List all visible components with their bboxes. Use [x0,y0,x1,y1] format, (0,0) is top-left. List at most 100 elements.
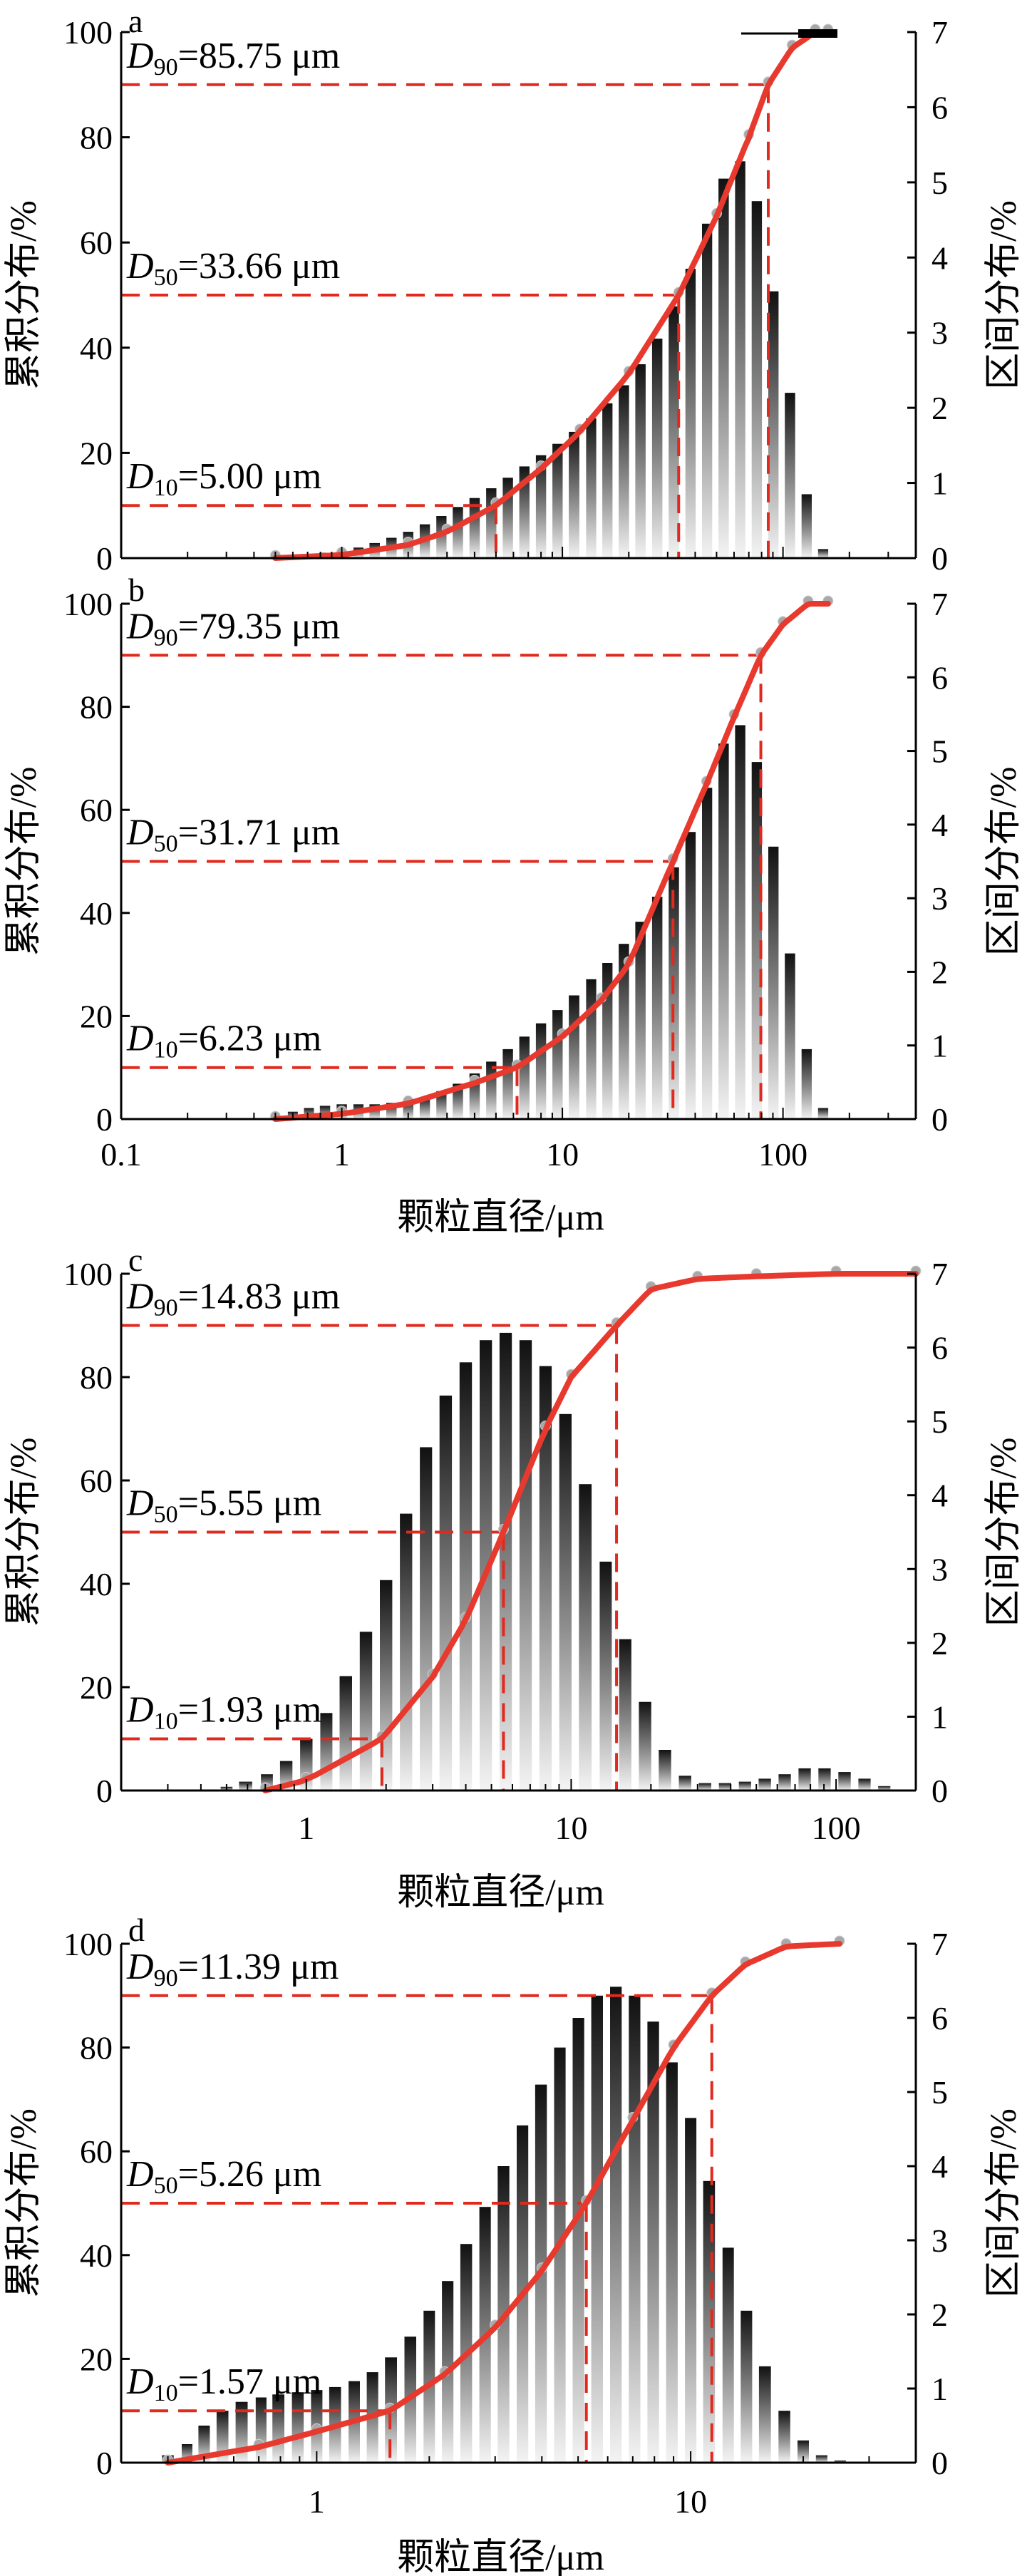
interval-bar [798,1768,811,1791]
interval-bar [639,1701,651,1791]
d-subscript: 90 [154,54,178,81]
d-value-label: =5.26 μm [178,2154,322,2195]
panel-letter: b [128,572,145,608]
interval-bar [499,1332,512,1791]
interval-bar [768,846,779,1119]
interval-bar [591,1995,603,2463]
panel-letter: c [128,1242,143,1278]
right-tick-label: 0 [931,2445,948,2481]
interval-bar [559,1413,572,1791]
left-tick-label: 60 [80,2133,113,2170]
right-tick-label: 3 [931,1551,948,1587]
left-tick-label: 40 [80,895,113,932]
right-tick-label: 3 [931,880,948,917]
d-symbol: D [126,2154,154,2195]
d50-annotation: D50=5.26 μm [126,2154,321,2199]
right-tick-label: 5 [931,1403,948,1440]
interval-bar [778,1774,791,1791]
d-symbol: D [126,1947,154,1987]
interval-bar [552,1010,563,1119]
right-tick-label: 0 [931,1773,948,1809]
right-tick-label: 2 [931,1625,948,1661]
d-value-label: =5.55 μm [178,1483,322,1524]
d-subscript: 50 [154,1502,178,1528]
d-subscript: 10 [154,475,178,501]
interval-bar [718,178,729,559]
left-tick-label: 40 [80,330,113,366]
d-subscript: 90 [154,624,178,651]
panel-letter: d [128,1912,145,1948]
x-axis-title: 颗粒直径/μm [397,2538,604,2576]
interval-bar [838,1772,851,1791]
interval-bar [519,466,530,558]
x-tick-label: 10 [546,1136,579,1173]
interval-bar [469,498,480,558]
d-symbol: D [126,813,154,853]
left-tick-label: 20 [80,435,113,471]
x-tick-label: 0.1 [100,1136,142,1173]
interval-bar [439,1395,453,1791]
right-tick-label: 7 [931,14,948,51]
d90-annotation: D90=85.75 μm [126,36,340,81]
x-tick-label: 10 [674,2483,707,2520]
y-axis-title-right: 区间分布/% [984,200,1024,390]
interval-bar [758,1778,771,1791]
d-symbol: D [126,246,154,287]
right-tick-label: 4 [931,2148,948,2185]
x-tick-label: 10 [554,1810,587,1846]
d-symbol: D [126,2361,154,2402]
right-tick-label: 5 [931,2074,948,2111]
interval-bar [740,2310,753,2463]
x-tick-label: 1 [334,1136,350,1173]
d-value-label: =11.39 μm [178,1947,339,1987]
interval-bar [798,2440,809,2463]
interval-bar [647,2021,659,2463]
interval-bar [320,1713,333,1791]
interval-bar [698,1783,711,1791]
right-tick-label: 3 [931,315,948,351]
interval-bar [629,1995,641,2463]
left-tick-label: 100 [63,586,113,622]
interval-bar [586,418,597,558]
interval-bar [552,443,563,558]
right-tick-label: 7 [931,1256,948,1292]
right-tick-label: 1 [931,465,948,502]
x-axis-title: 颗粒直径/μm [397,1197,604,1238]
d-subscript: 50 [154,831,178,857]
d-value-label: =79.35 μm [178,606,341,646]
interval-bar [569,431,579,558]
interval-bar [817,549,829,558]
d-value-label: =33.66 μm [178,246,341,287]
interval-bar [619,944,629,1119]
interval-bar [635,364,646,558]
interval-bar [718,1783,731,1791]
left-tick-label: 0 [96,540,113,577]
d10-annotation: D10=6.23 μm [126,1019,321,1063]
interval-bar [685,2118,697,2463]
interval-bar [785,393,795,558]
left-tick-label: 80 [80,689,113,726]
left-tick-label: 0 [96,1773,113,1809]
interval-bar [619,1639,631,1791]
cumulative-curve [262,1271,919,1793]
left-tick-label: 60 [80,1463,113,1499]
d-subscript: 90 [154,1295,178,1322]
interval-bar [801,494,812,558]
interval-bar [272,2394,284,2463]
right-tick-label: 0 [931,1101,948,1138]
d-value-label: =14.83 μm [178,1277,341,1317]
interval-bar [453,507,463,558]
left-tick-label: 0 [96,1101,113,1138]
interval-bar [735,725,745,1119]
left-tick-label: 60 [80,225,113,261]
interval-bar [815,2455,827,2463]
left-tick-label: 80 [80,2030,113,2066]
x-tick-label: 100 [758,1136,807,1173]
interval-bar [817,1108,829,1119]
interval-bar [878,1786,891,1791]
interval-bar [619,385,629,558]
interval-bar [738,1781,751,1791]
cumulative-curve [272,29,831,561]
interval-bar [339,1676,352,1791]
